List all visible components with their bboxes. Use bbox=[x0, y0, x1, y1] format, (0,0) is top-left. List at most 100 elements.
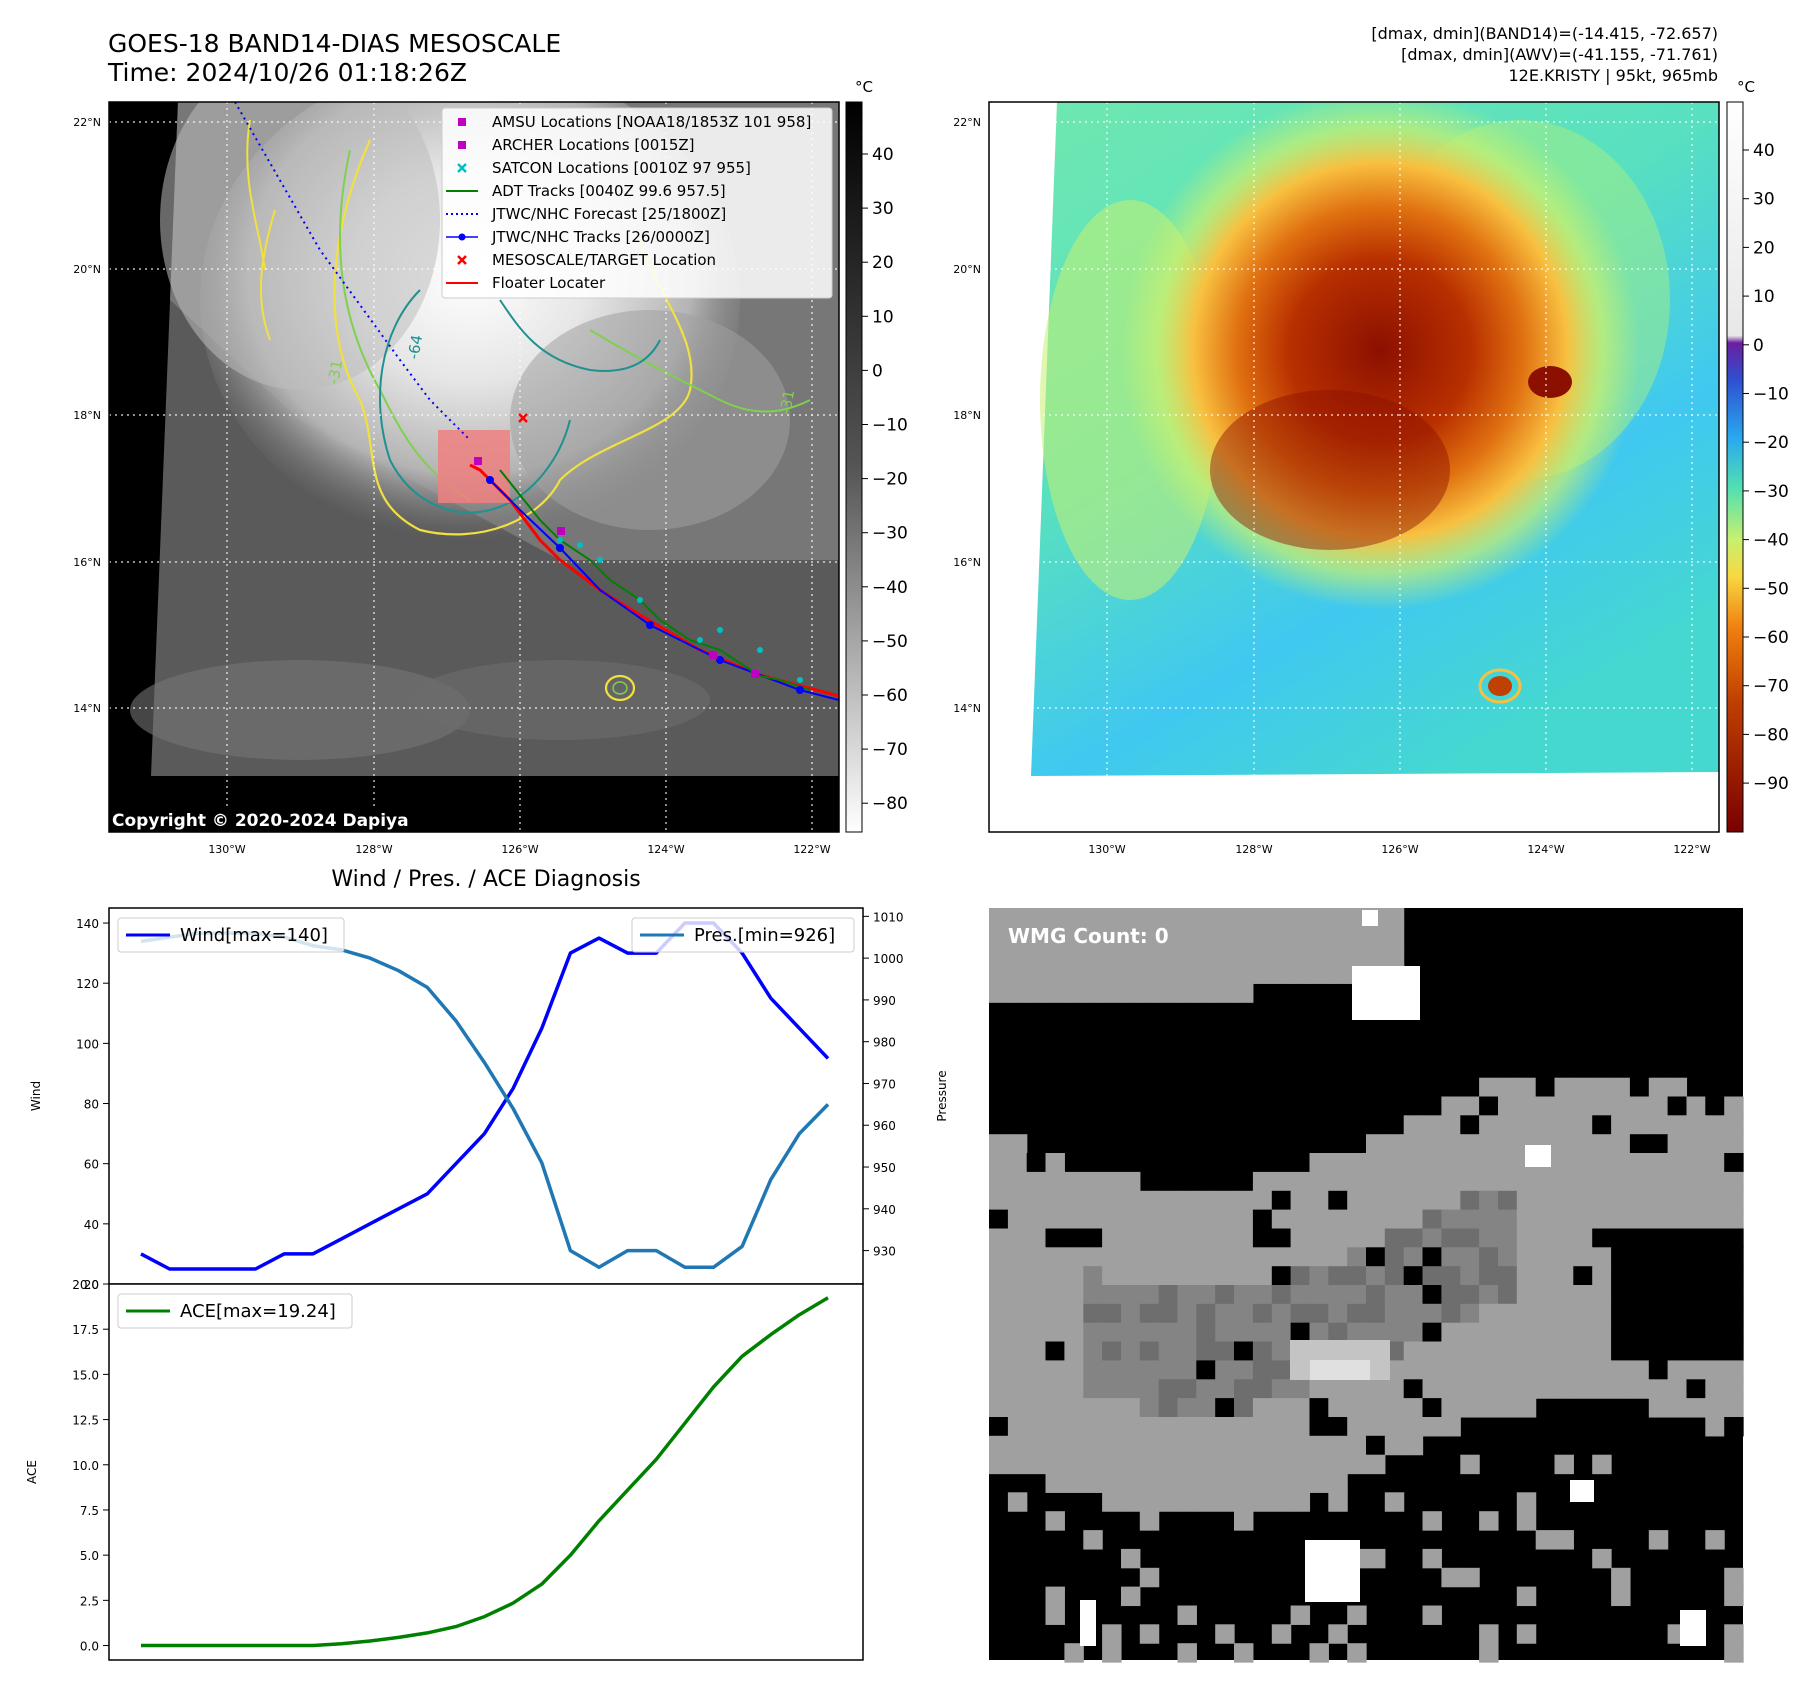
map1-lat-labels: 22°N 20°N 18°N 16°N 14°N bbox=[73, 116, 101, 715]
wmg-pixel bbox=[1498, 1247, 1518, 1267]
ace-ytick-label: 0.0 bbox=[80, 1640, 99, 1654]
colorbar-tick-label: 20 bbox=[1753, 238, 1775, 258]
wmg-pixel bbox=[1064, 908, 1084, 928]
wmg-pixel bbox=[1629, 1266, 1650, 1286]
wmg-pixel bbox=[1045, 1190, 1065, 1211]
wmg-pixel bbox=[1064, 1473, 1084, 1493]
wmg-pixel bbox=[1271, 1624, 1292, 1644]
wmg-pixel bbox=[1102, 1190, 1122, 1211]
wmg-pixel bbox=[1724, 1209, 1744, 1230]
wmg-pixel bbox=[1102, 1473, 1122, 1493]
wmg-pixel bbox=[1177, 1454, 1197, 1475]
wmg-pixel bbox=[989, 1417, 1009, 1437]
wmg-pixel bbox=[1479, 1285, 1499, 1305]
wmg-pixel bbox=[1516, 1171, 1537, 1192]
colorbar-tick-label: −40 bbox=[1753, 531, 1789, 551]
wmg-pixel bbox=[1177, 1360, 1197, 1380]
wmg-pixel bbox=[1516, 1341, 1537, 1361]
wmg-pixel bbox=[1535, 1077, 1556, 1098]
wmg-pixel bbox=[1102, 945, 1122, 966]
svg-text:18°N: 18°N bbox=[953, 409, 981, 422]
wmg-pixel bbox=[1611, 1228, 1631, 1248]
wmg-pixel bbox=[1667, 1190, 1688, 1211]
wmg-pixel bbox=[1139, 1624, 1160, 1644]
ace-ytick-label: 2.5 bbox=[80, 1594, 99, 1608]
wmg-pixel bbox=[1535, 1322, 1556, 1343]
wmg-pixel bbox=[1422, 1190, 1442, 1211]
wmg-pixel bbox=[1686, 1247, 1706, 1267]
wmg-pixel bbox=[1384, 1398, 1405, 1418]
wmg-pixel bbox=[1026, 1360, 1047, 1380]
legend-label: Floater Locater bbox=[492, 274, 606, 292]
wind-pressure-chart: 20 40 60 80 100 120 140 930 940 950 960 970 980 990 10… bbox=[29, 907, 949, 1292]
wmg-pixel bbox=[1347, 1228, 1367, 1248]
wmg-pixel bbox=[1347, 926, 1367, 947]
wmg-pixel bbox=[1234, 1190, 1254, 1211]
wmg-pixel bbox=[989, 1341, 1009, 1361]
wmg-pixel bbox=[1347, 1153, 1367, 1173]
wmg-pixel bbox=[1309, 908, 1329, 928]
wmg-pixel bbox=[1347, 1209, 1367, 1230]
wmg-pixel bbox=[1196, 1247, 1216, 1267]
wmg-pixel bbox=[1309, 1398, 1329, 1418]
wmg-pixel bbox=[1252, 1360, 1273, 1380]
wmg-pixel bbox=[1441, 1153, 1461, 1173]
wmg-pixel bbox=[1648, 1379, 1669, 1399]
wmg-pixel bbox=[1309, 1473, 1329, 1493]
wmg-pixel bbox=[1121, 1209, 1141, 1230]
wmg-pixel bbox=[1573, 1115, 1593, 1135]
wmg-pixel bbox=[1403, 1134, 1424, 1154]
wmg-pixel bbox=[1403, 1379, 1424, 1399]
wmg-pixel bbox=[1498, 1153, 1518, 1173]
wmg-pixel bbox=[1102, 1624, 1122, 1644]
wmg-pixel bbox=[1064, 1341, 1084, 1361]
wmg-pixel bbox=[1045, 1228, 1065, 1248]
wmg-pixel bbox=[1629, 1322, 1650, 1343]
wmg-pixel bbox=[1309, 1190, 1329, 1211]
legend-label: ADT Tracks [0040Z 99.6 957.5] bbox=[492, 182, 726, 200]
wmg-pixel bbox=[1121, 1435, 1141, 1456]
wmg-pixel bbox=[1667, 1360, 1688, 1380]
wmg-pixel bbox=[1234, 926, 1254, 947]
colorbar-tick-label: −50 bbox=[1753, 579, 1789, 599]
wmg-pixel bbox=[1384, 1209, 1405, 1230]
wmg-pixel bbox=[1158, 1341, 1179, 1361]
wmg-pixel bbox=[1686, 1134, 1706, 1154]
wmg-pixel bbox=[1007, 1379, 1028, 1399]
wmg-pixel bbox=[1102, 1228, 1122, 1248]
wmg-pixel bbox=[1177, 1492, 1197, 1512]
wmg-pixel bbox=[1045, 983, 1065, 1003]
wmg-pixel bbox=[1196, 1228, 1216, 1248]
colorbar-tick-label: −20 bbox=[872, 470, 908, 490]
wmg-pixel bbox=[1422, 1115, 1442, 1135]
wmg-pixel bbox=[1592, 1379, 1612, 1399]
wmg-count-label: WMG Count: 0 bbox=[1008, 924, 1169, 948]
wmg-pixel bbox=[1328, 1473, 1348, 1493]
wmg-pixel bbox=[1215, 1473, 1235, 1493]
wmg-pixel bbox=[1573, 1379, 1593, 1399]
wmg-pixel bbox=[1403, 1209, 1424, 1230]
wmg-pixel bbox=[1479, 1228, 1499, 1248]
wmg-pixel bbox=[1667, 1209, 1688, 1230]
legend-item: MESOSCALE/TARGET Location bbox=[457, 251, 716, 269]
wmg-pixel bbox=[1102, 1379, 1122, 1399]
svg-text:124°W: 124°W bbox=[647, 843, 684, 856]
wmg-pixel bbox=[1667, 1303, 1688, 1324]
wmg-pixel bbox=[1102, 908, 1122, 928]
wmg-pixel bbox=[1121, 1548, 1141, 1569]
wmg-pixel bbox=[1403, 1190, 1424, 1211]
wmg-pixel bbox=[1290, 964, 1311, 984]
wmg-pixel bbox=[1516, 1303, 1537, 1324]
wmg-pixel bbox=[1139, 1379, 1160, 1399]
legend-item: SATCON Locations [0010Z 97 955] bbox=[457, 159, 751, 177]
colorbar-tick-label: −50 bbox=[872, 632, 908, 652]
wmg-pixel bbox=[1328, 1398, 1348, 1418]
wmg-pixel bbox=[1121, 1303, 1141, 1324]
wmg-pixel bbox=[1309, 964, 1329, 984]
wmg-pixel bbox=[1309, 1322, 1329, 1343]
wmg-pixel bbox=[1328, 1190, 1348, 1211]
wmg-pixel bbox=[1592, 1153, 1612, 1173]
wmg-pixel bbox=[1083, 1530, 1103, 1550]
wmg-pixel bbox=[1252, 1190, 1273, 1211]
wmg-pixel bbox=[1592, 1548, 1612, 1569]
